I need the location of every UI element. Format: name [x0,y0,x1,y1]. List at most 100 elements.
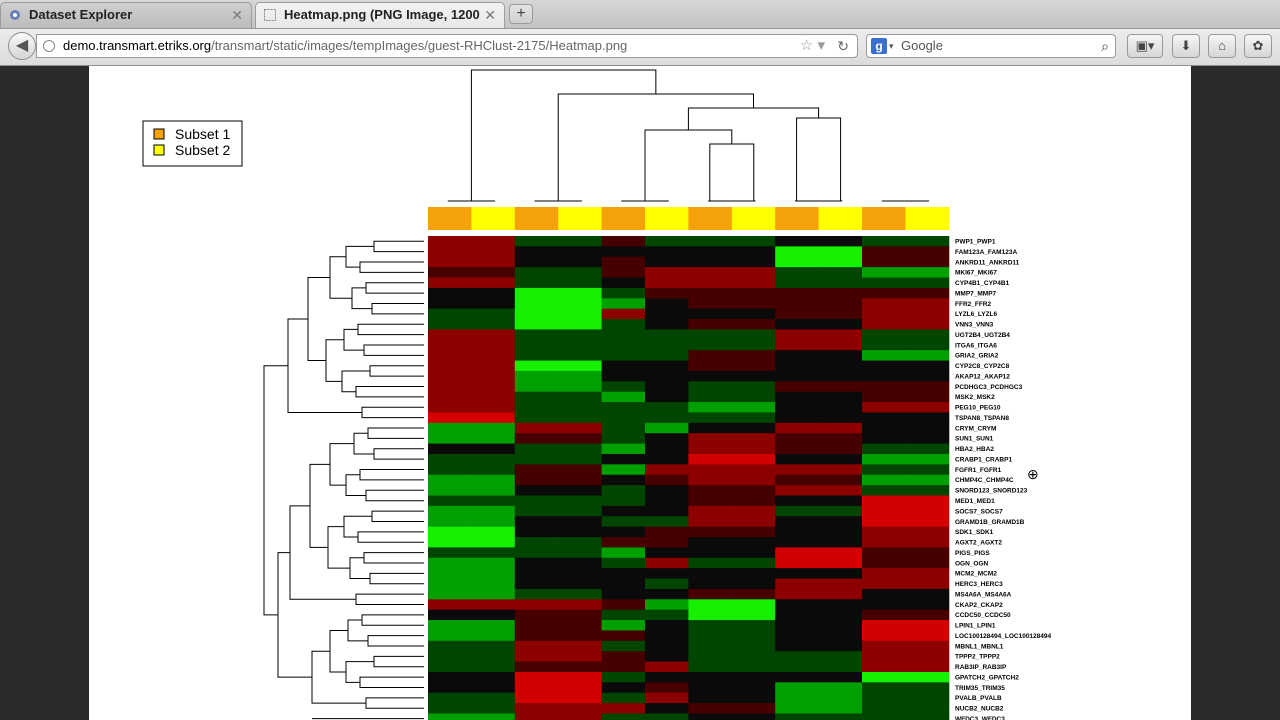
heatmap-cell [818,671,863,683]
search-box[interactable]: g ▾ Google ⌕ [866,34,1116,58]
heatmap-cell [731,433,776,445]
heatmap-cell [818,703,863,714]
heatmap-cell [862,609,906,621]
google-icon[interactable]: g [871,38,887,54]
heatmap-cell [428,526,472,538]
heatmap-cell [428,651,472,663]
heatmap-cell [731,298,776,310]
heatmap-cell [775,236,820,247]
heatmap-cell [775,298,820,310]
heatmap-cell [645,381,689,393]
heatmap-cell [428,381,472,393]
heatmap-cell [818,495,863,507]
heatmap-cell [818,308,863,320]
heatmap-cell [471,308,516,320]
heatmap-cell [471,339,516,351]
heatmap-cell [558,391,603,403]
heatmap-cell [514,277,559,289]
heatmap-cell [818,464,863,476]
addons-button[interactable]: ✿ [1244,34,1272,58]
heatmap-cell [818,568,863,580]
url-bar[interactable]: demo.transmart.etriks.org/transmart/stat… [36,34,858,58]
heatmap-cell [905,443,950,455]
url-path: /transmart/static/images/tempImages/gues… [211,38,628,53]
heatmap-cell [775,557,820,569]
heatmap-cell [471,474,516,486]
heatmap-cell [558,495,603,507]
dendrogram-branch [687,107,820,130]
heatmap-cell [601,578,646,590]
heatmap-cell [514,547,559,559]
heatmap-cell [775,391,820,403]
heatmap-cell [905,453,950,465]
tab-dataset-explorer[interactable]: Dataset Explorer ✕ [0,2,252,28]
heatmap-cell [645,319,689,330]
heatmap-cell [645,246,689,258]
downloads-button[interactable]: ⬇ [1172,34,1200,58]
heatmap-cell [558,671,603,683]
search-engine-dropdown-icon[interactable]: ▾ [889,41,894,51]
heatmap-cell [862,381,906,393]
new-tab-button[interactable]: + [509,4,533,24]
row-label: SOCS7_SOCS7 [955,508,1003,515]
image-icon [264,9,276,21]
heatmap-cell [558,287,603,299]
bookmark-star-icon[interactable]: ☆ ▾ [799,37,825,54]
heatmap-cell [818,277,863,289]
dendrogram-branch [470,69,657,201]
heatmap-cell [645,464,689,476]
heatmap-cell [862,329,906,341]
heatmap-cell [558,402,603,413]
search-input[interactable]: Google [901,38,943,53]
zoom-in-cursor-icon[interactable]: ⊕ [1027,466,1039,482]
reload-icon[interactable]: ↻ [837,38,849,54]
heatmap-cell [645,516,689,528]
heatmap-cell [731,412,776,424]
tab-heatmap[interactable]: Heatmap.png (PNG Image, 1200... ✕ [255,2,505,28]
heatmap-cell [601,671,646,683]
dendrogram-branch [309,463,330,548]
heatmap-cell [731,588,776,600]
heatmap-cell [775,537,820,548]
heatmap-cell [601,547,646,559]
heatmap-cell [905,236,950,247]
home-icon: ⌂ [1218,38,1226,53]
heatmap-cell [645,578,689,590]
heatmap-cell [428,588,472,600]
bookmarks-button[interactable]: ▣▾ [1127,34,1163,58]
heatmap-cell [645,692,689,704]
heatmap-cell [514,526,559,538]
heatmap-cell [818,422,863,434]
heatmap-cell [471,329,516,341]
close-icon[interactable]: ✕ [484,7,496,23]
back-button[interactable]: ◀ [8,32,36,60]
url-domain: demo.transmart.etriks.org [63,38,212,53]
heatmap-cell [428,422,472,434]
heatmap-cell [905,661,950,673]
download-icon: ⬇ [1180,38,1192,53]
dendrogram-branch [359,469,424,481]
heatmap-cell [471,298,516,310]
heatmap-cell [645,236,689,247]
dendrogram-branch [373,240,424,253]
heatmap-cell [514,443,559,455]
heatmap-cell [428,661,472,673]
heatmap-cell [862,391,906,403]
heatmap-cell [818,557,863,569]
heatmap-cell [818,360,863,372]
heatmap-cell [601,246,646,258]
heatmap-cell [558,630,603,642]
heatmap-cell [471,287,516,299]
subset-cell [645,207,689,230]
heatmap-cell [645,526,689,538]
heatmap-cell [775,703,820,714]
heatmap-cell [645,412,689,424]
heatmap-cell [645,671,689,683]
heatmap-cell [731,485,776,496]
heatmap-cell [601,651,646,663]
close-icon[interactable]: ✕ [231,7,243,23]
home-button[interactable]: ⌂ [1208,34,1236,58]
heatmap-cell [731,267,776,279]
dendrogram-branch [349,557,370,580]
search-icon[interactable]: ⌕ [1101,38,1109,54]
